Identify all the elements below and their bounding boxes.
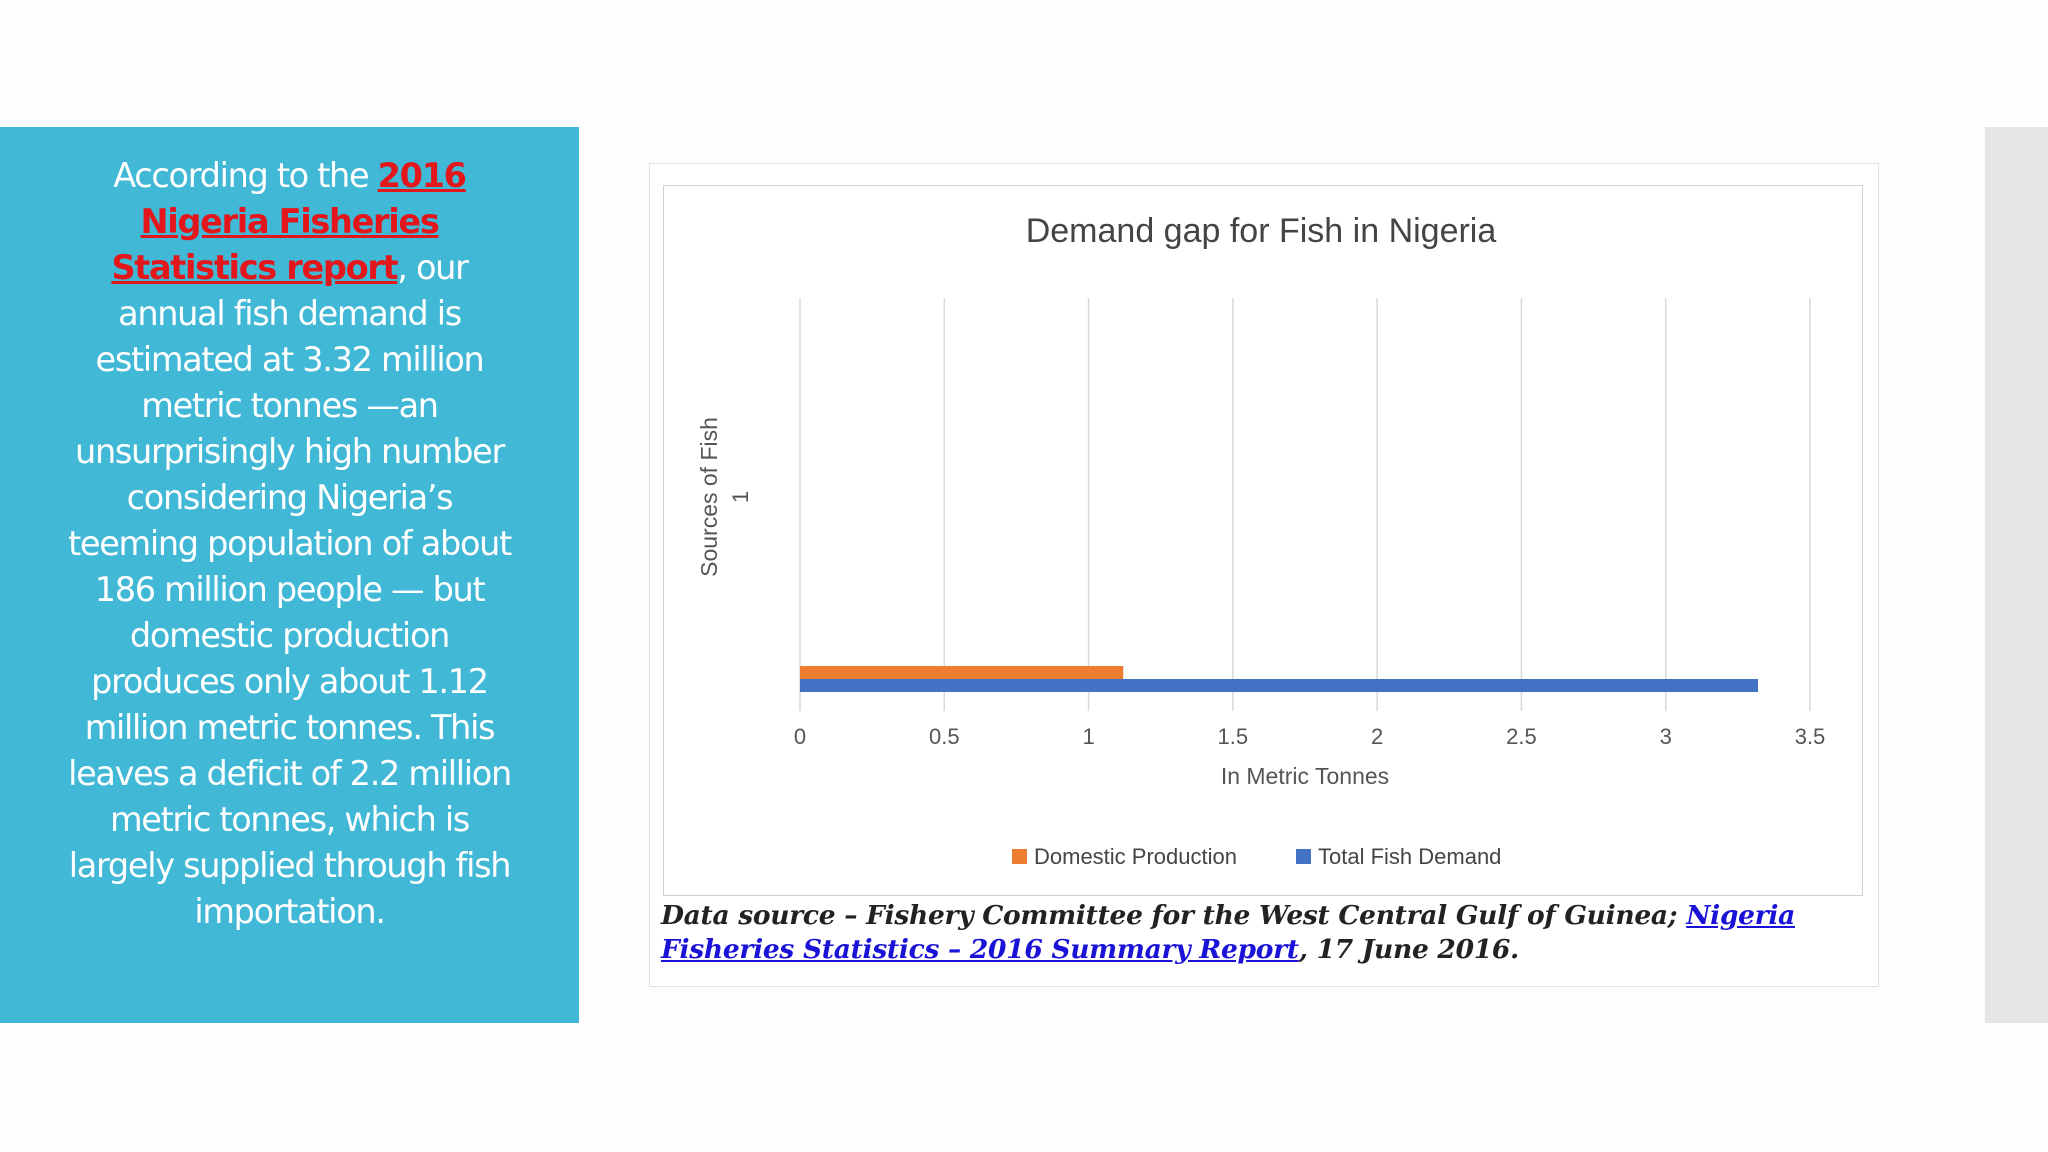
bars [800, 666, 1759, 692]
summary-report-link[interactable]: Nigeria Fisheries Statistics – 2016 Summ… [661, 900, 1795, 965]
report-link[interactable]: 2016 Nigeria Fisheries Statistics report [111, 156, 467, 287]
y-category-label: 1 [728, 491, 753, 503]
legend-swatch [1296, 849, 1311, 864]
y-axis-label: Sources of Fish [696, 417, 722, 577]
panel-paragraph: According to the 2016 Nigeria Fisheries … [58, 153, 521, 935]
legend: Domestic Production Total Fish Demand [1012, 844, 1501, 869]
gridlines [799, 298, 1811, 711]
legend-label: Domestic Production [1034, 844, 1237, 869]
panel-intro: According to the [113, 156, 378, 195]
x-tick-label: 2 [1371, 724, 1383, 749]
text-panel: According to the 2016 Nigeria Fisheries … [0, 127, 579, 1023]
caption-prefix: Data source – Fishery Committee for the … [661, 900, 1687, 931]
panel-body: , our annual fish demand is estimated at… [68, 248, 512, 931]
x-tick-label: 3 [1660, 724, 1672, 749]
x-tick-label: 0.5 [929, 724, 960, 749]
x-tick-label: 2.5 [1506, 724, 1537, 749]
chart-frame: Demand gap for Fish in Nigeria 0 0.5 1 1.5 2… [649, 163, 1879, 987]
x-axis-label: In Metric Tonnes [1221, 763, 1389, 789]
x-tick-label: 1.5 [1218, 724, 1249, 749]
data-source-caption: Data source – Fishery Committee for the … [661, 899, 1871, 967]
x-tick-label: 0 [794, 724, 806, 749]
bar-domestic-production [800, 666, 1124, 679]
chart-svg: Demand gap for Fish in Nigeria 0 0.5 1 1.5 2… [696, 212, 1825, 869]
x-tick-label: 3.5 [1795, 724, 1826, 749]
x-tick-labels: 0 0.5 1 1.5 2 2.5 3 3.5 [794, 724, 1825, 749]
legend-label: Total Fish Demand [1318, 844, 1501, 869]
chart-area: Demand gap for Fish in Nigeria 0 0.5 1 1.5 2… [663, 185, 1863, 896]
chart-title: Demand gap for Fish in Nigeria [1026, 212, 1497, 250]
right-edge-strip [1985, 127, 2048, 1023]
x-tick-label: 1 [1082, 724, 1094, 749]
caption-suffix: , 17 June 2016. [1298, 934, 1520, 965]
bar-total-fish-demand [800, 679, 1759, 692]
legend-swatch [1012, 849, 1027, 864]
